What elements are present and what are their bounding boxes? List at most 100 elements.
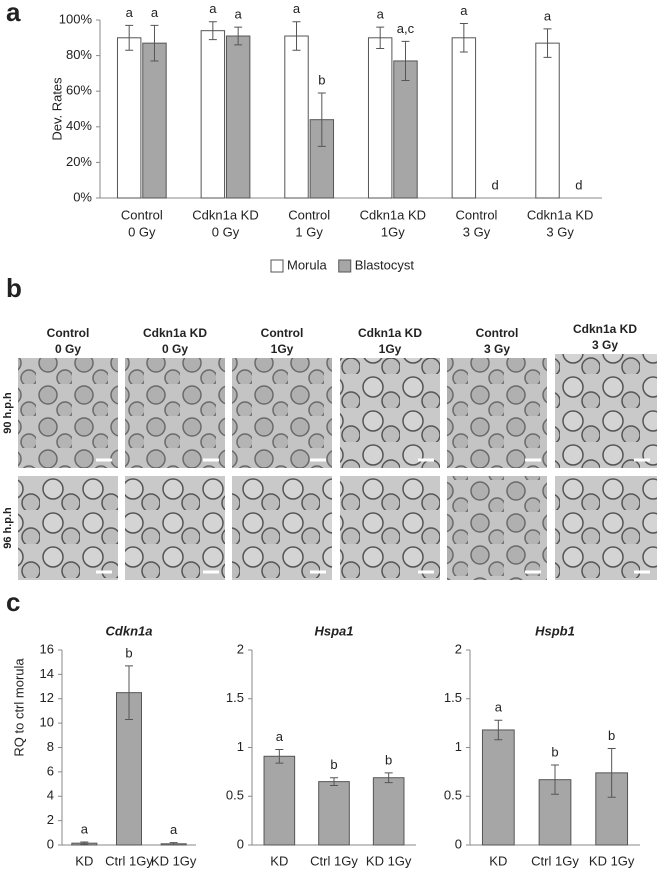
bar bbox=[263, 755, 296, 846]
y-tick-label: 16 bbox=[40, 641, 54, 656]
column-header: Cdkn1a KD bbox=[358, 326, 422, 340]
x-tick-label: Ctrl 1Gy bbox=[310, 853, 358, 868]
y-tick-label: 1.5 bbox=[444, 690, 462, 705]
column-header: Cdkn1a KD bbox=[143, 326, 207, 340]
y-tick-label: 2 bbox=[455, 641, 462, 656]
legend-swatch bbox=[338, 259, 352, 273]
micrograph bbox=[447, 476, 547, 580]
significance-letter: b bbox=[551, 744, 558, 759]
error-bar bbox=[292, 21, 301, 51]
legend-swatch bbox=[270, 259, 284, 273]
significance-letter: a bbox=[235, 7, 243, 22]
y-tick-label: 100% bbox=[59, 11, 93, 26]
y-tick-label: 1.5 bbox=[226, 690, 244, 705]
significance-letter: b bbox=[330, 757, 337, 772]
legend-label: Blastocyst bbox=[355, 257, 415, 272]
bar bbox=[142, 42, 167, 199]
error-bar bbox=[401, 40, 410, 82]
x-tick-label: Control bbox=[456, 207, 498, 222]
x-tick-label: Control bbox=[121, 207, 163, 222]
row-label: 90 h.p.h bbox=[2, 392, 14, 434]
x-tick-label: Ctrl 1Gy bbox=[531, 853, 579, 868]
error-bar bbox=[376, 26, 385, 49]
significance-letter: b bbox=[608, 728, 615, 743]
micrograph bbox=[18, 358, 118, 468]
x-tick-label: Cdkn1a KD bbox=[192, 207, 258, 222]
significance-letter: b bbox=[125, 645, 132, 660]
significance-letter: a bbox=[293, 1, 301, 16]
error-bar bbox=[208, 21, 217, 41]
x-tick-label: 0 Gy bbox=[212, 224, 240, 239]
y-tick-label: 14 bbox=[40, 666, 54, 681]
significance-letter: a bbox=[377, 7, 385, 22]
y-tick-label: 2 bbox=[237, 641, 244, 656]
significance-letter: a bbox=[276, 729, 284, 744]
micrograph bbox=[340, 358, 440, 468]
significance-letter: a bbox=[170, 822, 178, 837]
significance-letter: a bbox=[209, 1, 217, 16]
y-tick-label: 1 bbox=[237, 739, 244, 754]
column-header: 3 Gy bbox=[592, 338, 618, 352]
y-tick-label: 0.5 bbox=[226, 788, 244, 803]
column-header: Cdkn1a KD bbox=[573, 322, 637, 336]
y-tick-label: 4 bbox=[47, 788, 54, 803]
bar bbox=[535, 42, 560, 199]
micrograph bbox=[555, 476, 657, 580]
chart-title: Hspb1 bbox=[535, 623, 575, 638]
bar bbox=[225, 35, 251, 199]
x-tick-label: 3 Gy bbox=[546, 224, 574, 239]
x-tick-label: Cdkn1a KD bbox=[527, 207, 593, 222]
significance-letter: a bbox=[81, 821, 89, 836]
panel-label: b bbox=[6, 273, 22, 303]
x-tick-label: Ctrl 1Gy bbox=[105, 853, 153, 868]
micrograph bbox=[555, 354, 657, 468]
column-header: 1Gy bbox=[379, 342, 402, 356]
significance-letter: a bbox=[151, 5, 159, 20]
x-tick-label: 3 Gy bbox=[463, 224, 491, 239]
error-bar bbox=[551, 764, 559, 795]
significance-letter: a bbox=[460, 3, 468, 18]
y-tick-label: 80% bbox=[66, 47, 92, 62]
x-tick-label: 1Gy bbox=[381, 224, 405, 239]
error-bar bbox=[169, 842, 178, 846]
column-header: Control bbox=[47, 326, 90, 340]
micrograph bbox=[125, 476, 225, 580]
y-tick-label: 60% bbox=[66, 83, 92, 98]
x-tick-label: KD 1Gy bbox=[589, 853, 635, 868]
x-tick-label: KD bbox=[75, 853, 93, 868]
panel-label: a bbox=[6, 0, 21, 27]
significance-letter: b bbox=[318, 72, 325, 87]
error-bar bbox=[125, 665, 133, 720]
x-tick-label: KD bbox=[270, 853, 288, 868]
y-tick-label: 0 bbox=[237, 836, 244, 851]
y-axis-label: Dev. Rates bbox=[49, 77, 64, 141]
micrograph bbox=[125, 358, 225, 468]
y-tick-label: 2 bbox=[47, 812, 54, 827]
y-tick-label: 0 bbox=[47, 836, 54, 851]
y-tick-label: 8 bbox=[47, 739, 54, 754]
y-tick-label: 0.5 bbox=[444, 788, 462, 803]
error-bar bbox=[125, 24, 134, 51]
error-bar bbox=[607, 747, 616, 798]
y-tick-label: 6 bbox=[47, 763, 54, 778]
bar bbox=[372, 777, 405, 846]
bar bbox=[116, 37, 142, 199]
bar bbox=[318, 781, 350, 846]
x-tick-label: Cdkn1a KD bbox=[360, 207, 426, 222]
significance-letter: a,c bbox=[397, 21, 415, 36]
y-tick-label: 0% bbox=[73, 189, 92, 204]
column-header: 1Gy bbox=[271, 342, 294, 356]
x-tick-label: 1 Gy bbox=[295, 224, 323, 239]
column-header: Control bbox=[261, 326, 304, 340]
panel-label: c bbox=[6, 587, 20, 617]
row-label: 96 h.p.h bbox=[2, 507, 14, 549]
bar bbox=[367, 37, 393, 199]
significance-letter: a bbox=[544, 8, 552, 23]
y-tick-label: 10 bbox=[40, 715, 54, 730]
x-tick-label: 0 Gy bbox=[128, 224, 156, 239]
error-bar bbox=[234, 26, 243, 46]
micrograph bbox=[340, 476, 440, 580]
y-tick-label: 40% bbox=[66, 118, 92, 133]
bar bbox=[200, 30, 226, 199]
